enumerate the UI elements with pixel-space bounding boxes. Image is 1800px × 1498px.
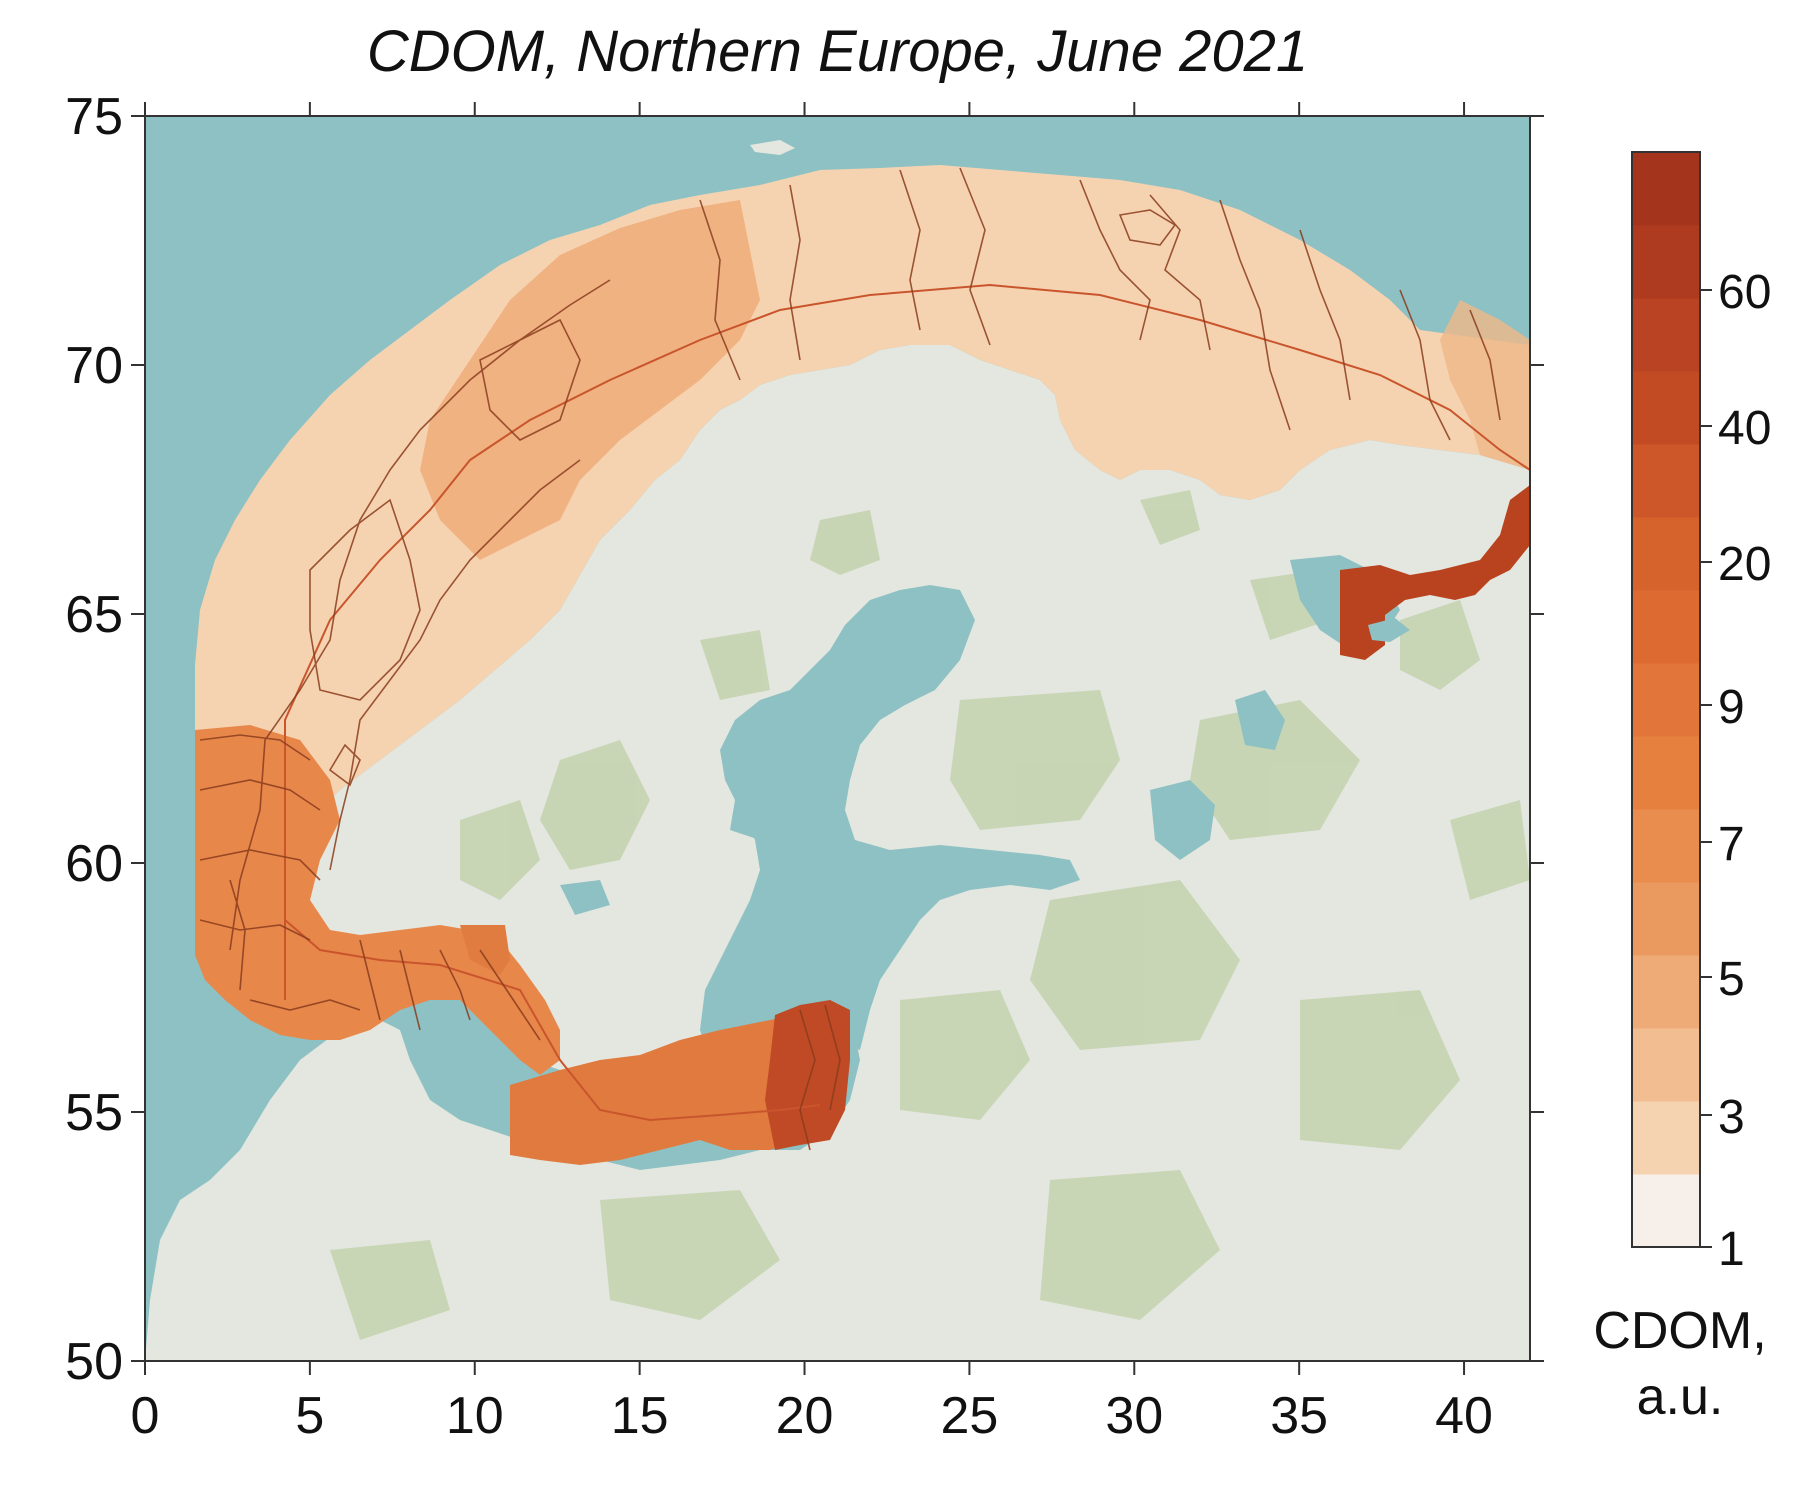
gulf-of-bothnia [730,600,890,840]
colorbar-band [1632,955,1700,1029]
x-tick-label: 10 [446,1387,504,1445]
colorbar-band [1632,225,1700,299]
colorbar-tick-label: 7 [1718,818,1745,871]
colorbar-band [1632,517,1700,591]
colorbar-band [1632,882,1700,956]
x-tick-label: 20 [776,1387,834,1445]
white-sea-inlet [1368,618,1410,642]
cdom-barents-mid [1440,300,1530,470]
forest-patches [330,490,1530,1340]
cdom-white-sea [1340,485,1530,660]
x-tick-label: 15 [611,1387,669,1445]
cdom-skagerrak-top [460,925,510,975]
colorbar-band [1632,1101,1700,1175]
x-tick-label: 25 [940,1387,998,1445]
basemap [145,116,1530,1361]
colorbar-frame [1631,151,1701,1248]
y-tick-label: 65 [65,586,123,644]
x-tick-label: 35 [1270,1387,1328,1445]
x-tick-label: 30 [1105,1387,1163,1445]
colorbar-band [1632,371,1700,445]
x-tick-label: 40 [1435,1387,1493,1445]
bear-island [750,140,795,155]
colorbar-tick-label: 20 [1718,538,1771,591]
x-axis: 0 5 10 15 20 25 30 35 40 [131,102,1493,1445]
x-tick-label: 5 [295,1387,324,1445]
colorbar-tick-label: 60 [1718,266,1771,319]
colorbar-title: CDOM, a.u. [1560,1298,1800,1430]
y-axis: 50 55 60 65 70 75 [65,88,1544,1391]
colorbar-band [1632,444,1700,518]
colorbar-title-line2: a.u. [1636,1368,1724,1426]
cdom-north-sea [195,725,560,1075]
baltic-sea [700,585,1080,1060]
lake-vanern [560,880,610,915]
plot-frame [144,115,1531,1362]
colorbar-band [1632,809,1700,883]
colorbar-title-line1: CDOM, [1593,1302,1767,1360]
colorbar-band [1632,590,1700,664]
colorbar-band [1632,663,1700,737]
colorbar-band [1632,152,1700,226]
colorbar-band [1632,1174,1700,1248]
colorbar-tick-label: 5 [1718,953,1745,1006]
contour-lines [199,167,1501,1151]
colorbar-tick-label: 40 [1718,402,1771,455]
colorbar-tick-label: 9 [1718,681,1745,734]
lake-ladoga [1150,780,1215,860]
colorbar: 1 3 5 7 9 20 40 60 [1631,151,1771,1276]
map-title: CDOM, Northern Europe, June 2021 [366,19,1309,84]
y-tick-label: 75 [65,88,123,146]
y-tick-label: 70 [65,337,123,395]
cdom-east-baltic [765,1000,850,1150]
y-tick-label: 55 [65,1084,123,1142]
colorbar-band [1632,736,1700,810]
colorbar-tick-label: 1 [1718,1223,1745,1276]
ship-track-south [284,919,821,1122]
cdom-southern-baltic [510,1015,800,1165]
colorbar-band [1632,298,1700,372]
y-tick-label: 60 [65,835,123,893]
y-tick-label: 50 [65,1333,123,1391]
cdom-norwegian-mid [420,200,760,560]
x-tick-label: 0 [131,1387,160,1445]
ship-track [284,283,1530,1000]
colorbar-band [1632,1028,1700,1102]
lake-onega [1235,690,1285,750]
colorbar-tick-label: 3 [1718,1091,1745,1144]
